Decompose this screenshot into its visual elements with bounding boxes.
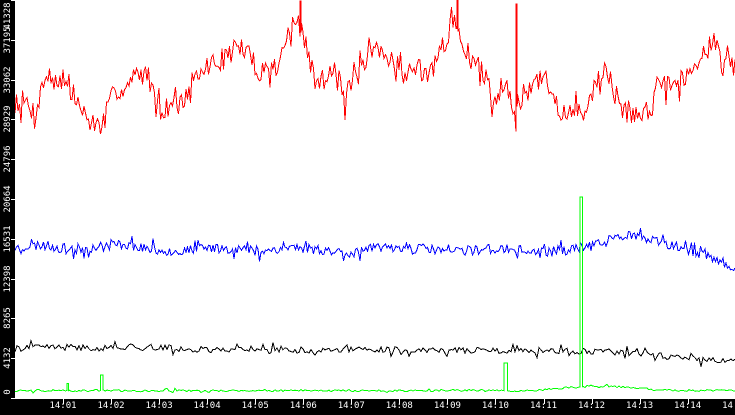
- series-line-red: [14, 0, 735, 135]
- x-axis-tick: [255, 399, 257, 404]
- x-axis: 14:01 14:02 14:03 14:04 14:05 14:06 14:07 14:08…: [0, 399, 735, 415]
- x-axis-label: 14:08: [385, 401, 413, 411]
- y-axis-label: 12398: [2, 265, 13, 293]
- y-axis-tick: [11, 0, 15, 1]
- series-line-green: [14, 196, 735, 394]
- y-axis-label: 41328: [2, 1, 13, 30]
- x-axis-label: 14:11: [529, 401, 558, 411]
- series-line-blue: [14, 228, 735, 272]
- x-axis-tick: [591, 399, 593, 404]
- x-axis-tick: [687, 399, 689, 404]
- y-axis-tick: [11, 398, 15, 399]
- x-axis-tick: [495, 399, 497, 404]
- x-axis-label: 14:04: [193, 401, 221, 411]
- x-axis-tick: [111, 399, 112, 404]
- y-axis-label: 24796: [2, 145, 13, 173]
- x-axis-label: 14:09: [433, 401, 461, 411]
- x-axis-label: 14:07: [337, 401, 365, 411]
- y-axis: 0 4132 8265 12398 16531 20664 24796 28929 33062 3…: [0, 0, 15, 399]
- x-axis-label: 14:13: [626, 401, 654, 411]
- y-axis-tick: [11, 79, 15, 81]
- y-axis-label: 4132: [2, 347, 13, 370]
- x-axis-label: 14:14: [674, 401, 702, 411]
- y-axis-tick: [11, 39, 15, 41]
- y-axis-label: 16531: [2, 225, 13, 253]
- x-axis-tick: [639, 399, 641, 404]
- y-axis-label: 20664: [2, 185, 13, 213]
- x-axis-tick: [399, 399, 401, 404]
- y-axis-tick: [11, 238, 15, 240]
- x-axis-tick: [159, 399, 161, 404]
- x-axis-label: 14:05: [241, 401, 269, 411]
- x-axis-tick: [543, 399, 545, 404]
- x-axis-tick: [207, 399, 209, 404]
- series-line-black: [14, 339, 735, 367]
- x-axis-tick: [63, 399, 64, 404]
- x-axis-label: 14:15: [722, 401, 735, 411]
- x-axis-label: 14:06: [289, 401, 317, 411]
- y-axis-tick: [11, 318, 15, 320]
- x-axis-tick: [303, 399, 305, 404]
- y-axis-label: 33062: [2, 66, 13, 94]
- x-axis-label: 14:02: [97, 401, 125, 411]
- y-axis-tick: [11, 159, 15, 161]
- y-axis-tick: [11, 199, 15, 200]
- x-axis-tick: [351, 399, 353, 404]
- y-axis-label: 28929: [2, 105, 13, 133]
- y-axis-tick: [11, 119, 15, 121]
- x-axis-label: 14:01: [49, 401, 77, 411]
- y-axis-tick: [11, 358, 15, 360]
- x-axis-label: 14:03: [145, 401, 173, 411]
- x-axis-tick: [447, 399, 449, 404]
- y-axis-label: 8265: [2, 307, 13, 330]
- x-axis-label: 14:12: [577, 401, 606, 411]
- y-axis-tick: [11, 278, 15, 280]
- x-axis-label: 14:10: [481, 401, 509, 411]
